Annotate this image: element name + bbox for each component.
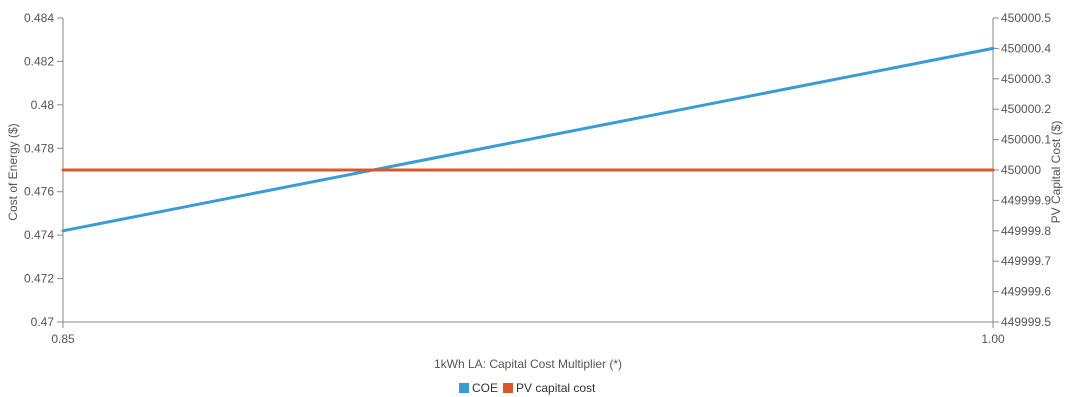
y-left-tick-label: 0.48 [31,98,55,112]
x-axis: 0.85 1.00 [51,321,1005,346]
y-left-tick-label: 0.482 [24,54,54,68]
y-right-tick-label: 450000.2 [1001,102,1051,116]
legend-label-pv-capital-cost: PV capital cost [516,381,596,395]
y-right-tick-label: 450000.4 [1001,41,1051,55]
legend-swatch-coe [459,383,469,393]
y-left-tick-label: 0.484 [24,11,54,25]
legend: COE PV capital cost [459,381,596,395]
y-right-tick-label: 449999.9 [1001,193,1051,207]
y-right-tick-label: 450000.1 [1001,133,1051,147]
series-layer [61,46,995,233]
y-right-tick-label: 449999.7 [1001,254,1051,268]
y-left-tick-label: 0.472 [24,272,54,286]
y-right-tick-label: 449999.6 [1001,285,1051,299]
x-tick-label: 1.00 [981,332,1005,346]
y-axis-right-title: PV Capital Cost ($) [1049,121,1063,224]
left-axis: 0.47 0.472 0.474 0.476 0.478 0.48 0.482 0.484 [24,11,64,329]
y-right-tick-label: 450000.5 [1001,11,1051,25]
y-axis-left-title: Cost of Energy ($) [6,123,20,220]
legend-swatch-pv-capital-cost [503,383,513,393]
y-left-tick-label: 0.478 [24,141,54,155]
y-right-tick-label: 450000.3 [1001,72,1051,86]
right-axis: 449999.5 449999.6 449999.7 449999.8 449999.9… [992,11,1051,329]
y-right-tick-label: 449999.5 [1001,315,1051,329]
y-left-tick-label: 0.474 [24,228,54,242]
y-left-tick-label: 0.47 [31,315,55,329]
x-axis-title: 1kWh LA: Capital Cost Multiplier (*) [434,357,622,371]
y-right-tick-label: 450000 [1001,163,1041,177]
x-tick-label: 0.85 [51,332,75,346]
legend-label-coe: COE [472,381,498,395]
series-line-coe [61,46,995,233]
y-right-tick-label: 449999.8 [1001,224,1051,238]
y-left-tick-label: 0.476 [24,185,54,199]
